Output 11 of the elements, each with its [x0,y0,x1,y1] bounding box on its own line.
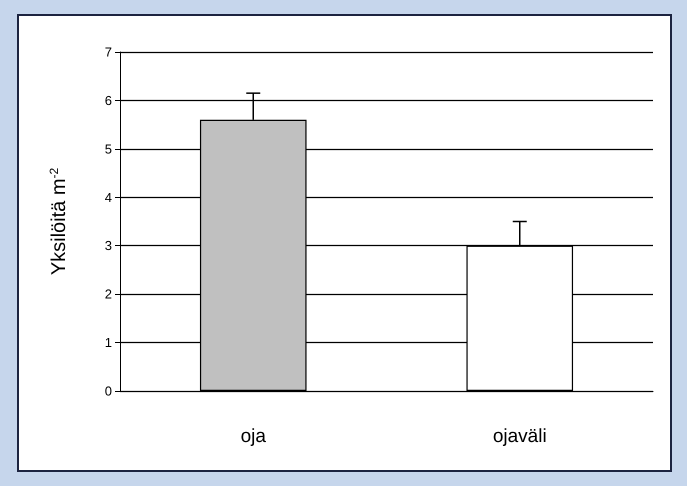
y-tick-label: 7 [104,44,112,60]
y-tick-label: 0 [104,384,112,398]
y-tick-label: 1 [104,335,112,350]
y-tick-label: 6 [104,92,112,108]
y-tick-label: 4 [104,190,112,205]
y-axis-title: Yksilöitä m-2 [47,167,70,276]
x-tick-label: ojaväli [492,426,547,447]
y-tick-label: 2 [104,286,112,302]
x-tick-label: oja [240,426,266,447]
y-tick-label: 5 [104,141,112,156]
y-tick-label: 3 [104,238,112,254]
